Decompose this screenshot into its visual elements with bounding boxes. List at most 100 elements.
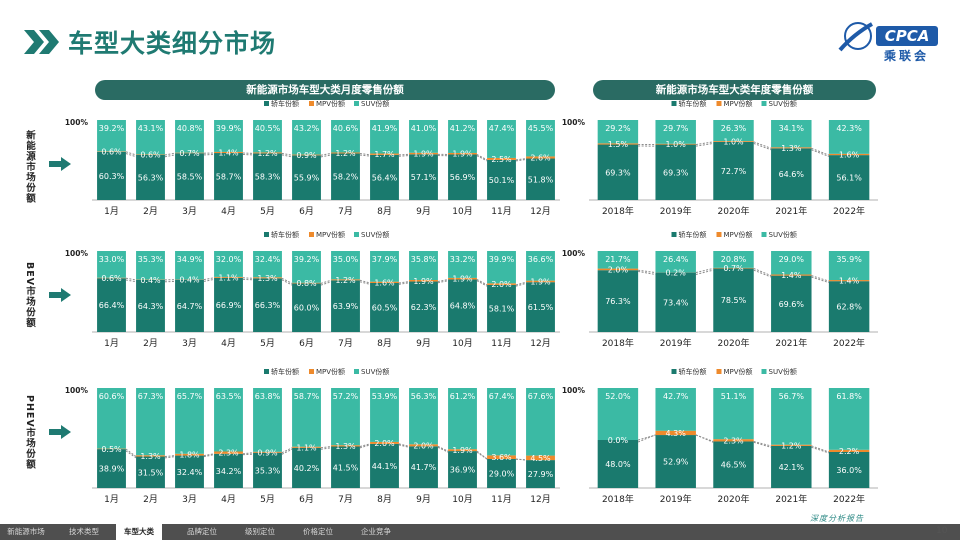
data-label-mpv: 2.0% — [608, 265, 629, 274]
data-label-sedan: 40.2% — [294, 464, 320, 473]
bar-segment-suv — [292, 388, 321, 447]
bar-segment-suv — [331, 120, 360, 153]
legend-label-sedan: 轿车份额 — [679, 99, 707, 108]
bar-segment-sedan — [292, 447, 321, 488]
data-label-mpv: 1.3% — [335, 442, 356, 451]
data-label-sedan: 66.4% — [99, 301, 125, 310]
data-label-sedan: 52.9% — [663, 458, 689, 467]
data-label-mpv: 1.2% — [257, 149, 278, 158]
bar-segment-mpv — [409, 152, 438, 155]
footer-nav: 新能源市场 技术类型 车型大类 品牌定位 级别定位 价格定位 企业竞争 — [0, 524, 960, 540]
connector-line — [164, 152, 176, 156]
data-label-suv: 63.8% — [255, 392, 281, 401]
bar-segment-suv — [655, 120, 696, 144]
connector-line — [695, 142, 714, 147]
connector-line — [753, 441, 772, 448]
bar-segment-sedan — [409, 446, 438, 488]
connector-line — [125, 151, 137, 156]
tab-tech-type[interactable]: 技术类型 — [69, 527, 99, 536]
data-label-sedan: 66.3% — [255, 301, 281, 310]
data-label-mpv: 2.2% — [839, 447, 860, 456]
bar-segment-suv — [526, 120, 555, 157]
connector-line — [476, 280, 488, 287]
x-tick-label: 11月 — [491, 494, 511, 505]
data-label-suv: 61.8% — [836, 392, 862, 401]
data-label-sedan: 60.5% — [372, 303, 398, 312]
connector-line — [398, 153, 410, 156]
data-label-mpv: 1.2% — [335, 149, 356, 158]
x-tick-label: 12月 — [530, 338, 550, 349]
data-label-mpv: 4.5% — [530, 454, 551, 463]
data-label-suv: 35.8% — [411, 255, 437, 264]
data-label-suv: 67.6% — [528, 392, 554, 401]
data-label-sedan: 69.3% — [663, 168, 689, 177]
legend-swatch-mpv — [716, 369, 722, 374]
data-label-suv: 43.1% — [138, 124, 164, 133]
connector-line — [398, 443, 410, 447]
data-label-suv: 35.0% — [333, 255, 359, 264]
arrow-right-icon — [49, 157, 71, 171]
connector-line — [695, 434, 714, 442]
bar-segment-sedan — [331, 280, 360, 332]
x-tick-label: 7月 — [338, 206, 353, 217]
data-label-sedan: 50.1% — [489, 176, 515, 185]
data-label-suv: 67.4% — [489, 392, 515, 401]
x-tick-label: 5月 — [260, 494, 275, 505]
connector-line — [515, 458, 527, 461]
x-tick-label: 2021年 — [775, 493, 807, 505]
bar-segment-mpv — [370, 281, 399, 283]
tab-company-competition[interactable]: 企业竞争 — [361, 527, 391, 536]
bar-segment-mpv — [292, 154, 321, 156]
x-tick-label: 2020年 — [718, 493, 750, 505]
tab-class-position[interactable]: 级别定位 — [245, 527, 275, 536]
bar-segment-mpv — [253, 152, 282, 154]
data-label-suv: 39.9% — [489, 255, 515, 264]
data-label-sedan: 48.0% — [605, 460, 631, 469]
connector-line — [437, 278, 449, 283]
legend-label-suv: SUV份额 — [361, 99, 389, 108]
data-label-sedan: 69.3% — [605, 168, 631, 177]
bar-segment-sedan — [175, 455, 204, 488]
bar-segment-sedan — [97, 278, 126, 332]
connector-line — [398, 282, 410, 285]
bar-segment-sedan — [253, 278, 282, 332]
bar-segment-mpv — [448, 449, 477, 452]
data-label-sedan: 56.1% — [836, 174, 862, 183]
bar-segment-suv — [713, 251, 754, 268]
data-label-mpv: 0.8% — [296, 279, 317, 288]
bar-segment-sedan — [526, 158, 555, 200]
x-tick-label: 6月 — [299, 206, 314, 217]
bar-segment-sedan — [97, 449, 126, 488]
x-tick-label: 3月 — [182, 338, 197, 349]
connector-line — [515, 281, 527, 286]
bar-segment-sedan — [253, 452, 282, 488]
bar-segment-suv — [655, 388, 696, 431]
data-label-sedan: 36.9% — [450, 466, 476, 475]
x-tick-label: 2020年 — [718, 337, 750, 349]
legend-label-suv: SUV份额 — [769, 230, 797, 239]
bar-segment-sedan — [136, 154, 165, 200]
connector-line — [281, 279, 293, 286]
x-tick-label: 4月 — [221, 338, 236, 349]
data-label-sedan: 56.4% — [372, 173, 398, 182]
x-tick-label: 8月 — [377, 338, 392, 349]
bar-segment-suv — [487, 251, 516, 284]
data-label-suv: 41.9% — [372, 124, 398, 133]
legend-label-suv: SUV份额 — [769, 99, 797, 108]
bar-segment-mpv — [175, 152, 204, 154]
bar-segment-sedan — [409, 281, 438, 332]
connector-line — [203, 454, 215, 458]
data-label-sedan: 62.3% — [411, 303, 437, 312]
connector-line — [359, 281, 371, 285]
connector-line — [125, 448, 137, 457]
bar-segment-sedan — [771, 275, 812, 332]
bar-segment-suv — [487, 388, 516, 456]
tab-brand-position[interactable]: 品牌定位 — [187, 527, 217, 536]
bar-segment-sedan — [331, 446, 360, 488]
connector-line — [281, 154, 293, 158]
bar-segment-mpv — [331, 152, 360, 154]
tab-price-position[interactable]: 价格定位 — [303, 527, 333, 536]
tab-vehicle-type[interactable]: 车型大类 — [116, 524, 162, 540]
data-label-sedan: 62.8% — [836, 303, 862, 312]
tab-nev-market[interactable]: 新能源市场 — [7, 527, 45, 536]
